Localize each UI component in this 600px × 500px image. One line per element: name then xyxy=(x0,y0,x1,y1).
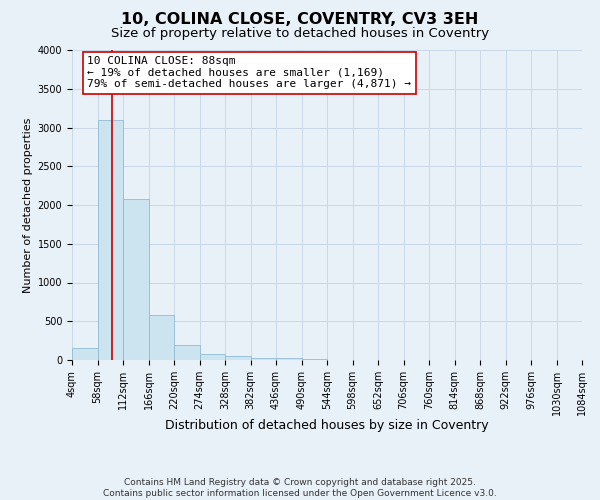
Text: Contains HM Land Registry data © Crown copyright and database right 2025.
Contai: Contains HM Land Registry data © Crown c… xyxy=(103,478,497,498)
Text: Size of property relative to detached houses in Coventry: Size of property relative to detached ho… xyxy=(111,28,489,40)
Text: 10 COLINA CLOSE: 88sqm
← 19% of detached houses are smaller (1,169)
79% of semi-: 10 COLINA CLOSE: 88sqm ← 19% of detached… xyxy=(88,56,412,90)
Bar xyxy=(123,199,149,360)
Bar xyxy=(251,358,276,360)
Bar xyxy=(97,120,123,360)
Bar xyxy=(174,344,199,360)
Text: 10, COLINA CLOSE, COVENTRY, CV3 3EH: 10, COLINA CLOSE, COVENTRY, CV3 3EH xyxy=(121,12,479,28)
Bar xyxy=(72,348,97,360)
Bar xyxy=(149,315,174,360)
Bar xyxy=(302,359,327,360)
Bar xyxy=(200,354,225,360)
Bar xyxy=(225,356,251,360)
Y-axis label: Number of detached properties: Number of detached properties xyxy=(23,118,34,292)
X-axis label: Distribution of detached houses by size in Coventry: Distribution of detached houses by size … xyxy=(165,419,489,432)
Bar xyxy=(276,358,302,360)
